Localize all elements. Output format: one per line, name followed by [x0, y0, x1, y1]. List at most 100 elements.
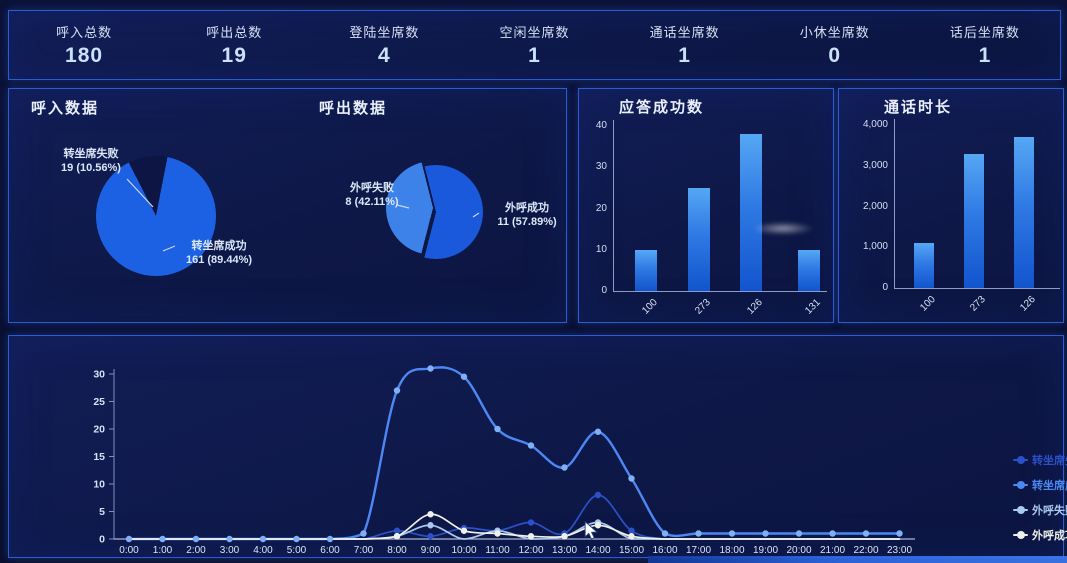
bar-131[interactable] [798, 249, 820, 291]
svg-text:10:00: 10:00 [451, 545, 476, 556]
svg-text:4:00: 4:00 [253, 545, 273, 556]
hourly-line-chart[interactable]: 0 5 10 15 20 25 30 0:00 1:00 2:00 3:00 4:00 5:00 6:00… [9, 336, 1063, 557]
y-axis-tick: 3,000 [862, 159, 888, 171]
pie-label-name: 转坐席成功 [191, 240, 247, 252]
y-axis-tick: 1,000 [862, 241, 888, 253]
legend-marker-icon [1013, 506, 1028, 514]
pie-label-name: 外呼成功 [505, 202, 549, 214]
y-axis-tick: 2,000 [862, 200, 888, 212]
svg-text:0:00: 0:00 [119, 545, 139, 556]
svg-text:8:00: 8:00 [387, 545, 407, 556]
svg-text:2:00: 2:00 [186, 545, 206, 556]
x-axis-tick: 126 [745, 297, 765, 317]
svg-text:18:00: 18:00 [719, 545, 744, 556]
svg-text:10: 10 [93, 479, 105, 491]
stat-break-agents: 小休坐席数 0 [760, 11, 910, 79]
legend-item-外呼成功数[interactable]: 外呼成功数 [1013, 527, 1067, 543]
call-out-pie-success-slice[interactable] [389, 165, 483, 259]
x-axis-tick: 100 [640, 297, 660, 317]
stat-call-in-total: 呼入总数 180 [9, 11, 159, 79]
stat-label: 小休坐席数 [799, 25, 870, 40]
stat-logged-in-agents: 登陆坐席数 4 [309, 11, 459, 79]
svg-text:15: 15 [93, 451, 105, 463]
mouse-cursor [584, 521, 599, 540]
svg-text:19:00: 19:00 [753, 545, 778, 556]
bar-273[interactable] [688, 187, 710, 291]
y-axis-tick: 30 [595, 161, 607, 173]
svg-text:5: 5 [99, 506, 105, 518]
y-axis-tick: 20 [595, 202, 607, 214]
call-out-title: 呼出数据 [319, 100, 388, 117]
bar-100[interactable] [635, 249, 657, 291]
svg-text:21:00: 21:00 [820, 545, 845, 556]
pie-label-outcall-fail: 外呼失败 8 (42.11%) [331, 181, 413, 209]
legend-marker-icon [1013, 481, 1028, 489]
stat-value: 1 [678, 44, 691, 67]
stat-after-call-agents: 话后坐席数 1 [910, 11, 1060, 79]
svg-text:5:00: 5:00 [287, 545, 307, 556]
stat-label: 登陆坐席数 [349, 25, 420, 40]
pie-label-transfer-fail: 转坐席失败 19 (10.56%) [41, 147, 141, 175]
legend-marker-icon [1013, 531, 1028, 539]
svg-text:14:00: 14:00 [585, 545, 610, 556]
call-duration-bar-chart[interactable]: 0 1,000 2,000 3,000 4,000 100 273 126 [839, 89, 1063, 322]
x-axis-tick: 273 [968, 294, 988, 314]
line-chart-legend: 转坐席失败数转坐席成功数外呼失败数外呼成功数 [1013, 452, 1067, 543]
x-axis-tick: 100 [918, 294, 938, 314]
x-axis-tick: 126 [1018, 294, 1038, 314]
call-duration-title: 通话时长 [884, 99, 953, 116]
y-axis-tick: 4,000 [862, 119, 888, 130]
svg-text:12:00: 12:00 [518, 545, 543, 556]
pie-label-value: 8 (42.11%) [345, 196, 399, 208]
svg-text:9:00: 9:00 [421, 545, 441, 556]
call-duration-panel: 通话时长 0 1,000 2,000 3,000 4,000 100 273 126 [838, 88, 1064, 323]
svg-text:13:00: 13:00 [552, 545, 577, 556]
svg-text:20:00: 20:00 [786, 545, 811, 556]
y-axis-tick: 40 [595, 120, 607, 131]
stat-label: 空闲坐席数 [499, 25, 570, 40]
legend-label: 转坐席成功数 [1032, 480, 1067, 492]
legend-item-外呼失败数[interactable]: 外呼失败数 [1013, 502, 1067, 518]
bar-273[interactable] [964, 153, 984, 288]
legend-label: 外呼失败数 [1032, 505, 1067, 517]
svg-text:0: 0 [99, 534, 105, 546]
x-axis-tick: 131 [803, 297, 823, 317]
y-axis-tick: 0 [601, 285, 607, 296]
x-axis-tick: 273 [693, 297, 713, 317]
pie-label-value: 19 (10.56%) [61, 162, 121, 174]
stat-call-out-total: 呼出总数 19 [159, 11, 309, 79]
stat-label: 呼出总数 [206, 25, 263, 40]
stat-label: 通话坐席数 [649, 25, 720, 40]
svg-text:7:00: 7:00 [354, 545, 374, 556]
stat-label: 话后坐席数 [949, 25, 1020, 40]
call-in-pie-chart[interactable] [96, 156, 216, 276]
call-data-panel: 呼入数据 呼出数据 转坐席失败 19 (10.56%) 转坐席成功 161 (8… [8, 88, 567, 323]
legend-item-转坐席失败数[interactable]: 转坐席失败数 [1013, 452, 1067, 468]
legend-item-转坐席成功数[interactable]: 转坐席成功数 [1013, 477, 1067, 493]
svg-text:6:00: 6:00 [320, 545, 340, 556]
legend-label: 转坐席失败数 [1032, 455, 1067, 467]
y-axis-tick: 0 [882, 282, 888, 293]
stat-value: 180 [65, 44, 104, 67]
camera-glare-spot [752, 222, 814, 235]
bar-100[interactable] [914, 243, 934, 288]
answer-success-bar-chart[interactable]: 0 10 20 30 40 100 273 126 131 [579, 89, 833, 322]
y-axis-tick: 10 [595, 243, 607, 255]
stat-value: 1 [978, 44, 992, 67]
legend-label: 外呼成功数 [1032, 530, 1067, 542]
svg-text:3:00: 3:00 [220, 545, 240, 556]
svg-text:30: 30 [93, 369, 105, 381]
svg-text:16:00: 16:00 [652, 545, 677, 556]
hourly-trend-panel: 0 5 10 15 20 25 30 0:00 1:00 2:00 3:00 4:00 5:00 6:00… [8, 335, 1067, 558]
svg-text:22:00: 22:00 [853, 545, 878, 556]
stat-label: 呼入总数 [56, 25, 113, 40]
bar-126[interactable] [1014, 137, 1034, 288]
svg-text:20: 20 [93, 424, 105, 436]
bar-126[interactable] [740, 134, 762, 291]
svg-text:1:00: 1:00 [153, 545, 173, 556]
svg-text:17:00: 17:00 [686, 545, 711, 556]
screen-edge-glow [648, 556, 1067, 563]
call-in-title: 呼入数据 [31, 100, 100, 117]
stat-value: 1 [528, 44, 541, 67]
